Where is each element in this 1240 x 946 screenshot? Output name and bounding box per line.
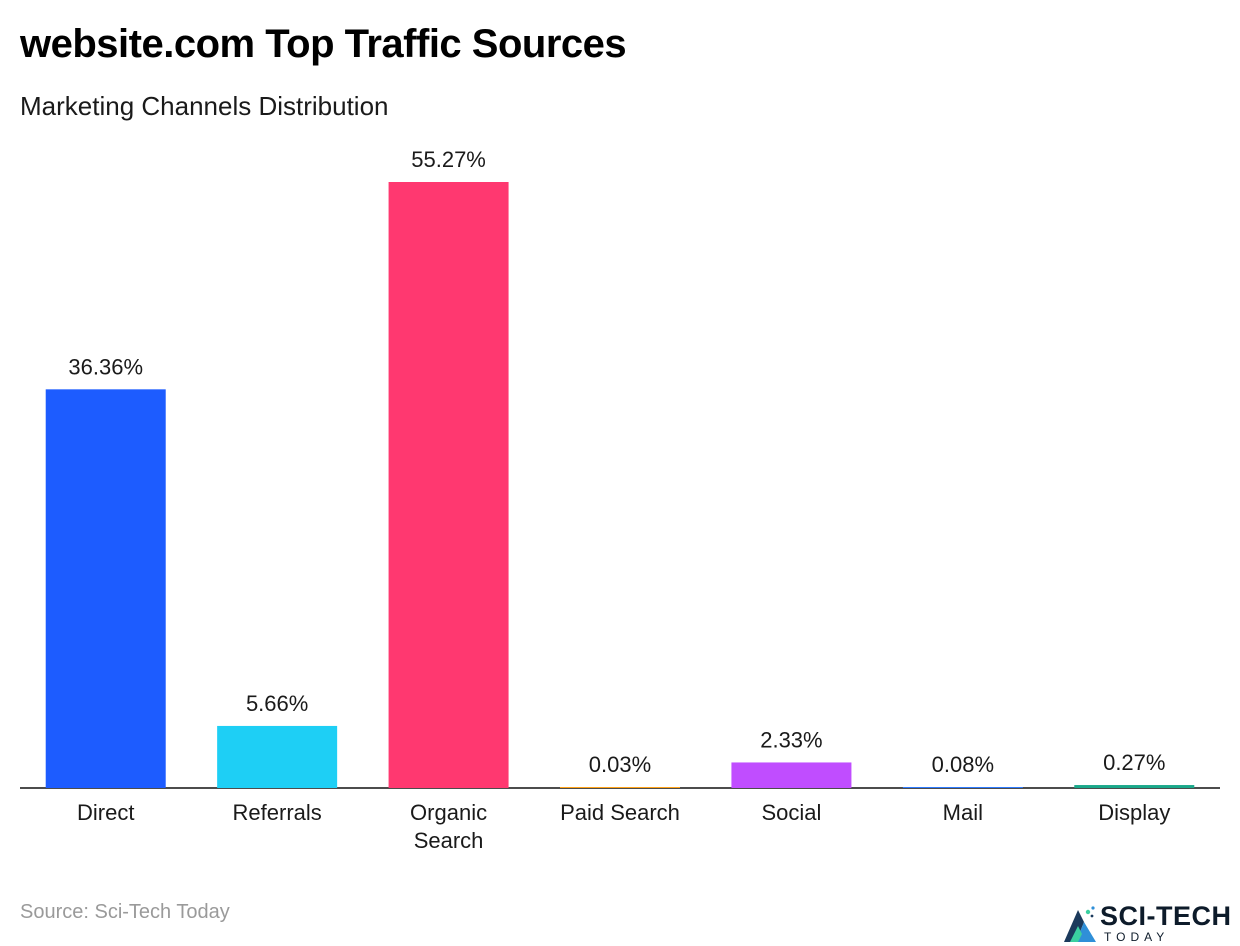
value-label-organic-search: 55.27%	[411, 147, 486, 172]
bar-paid-search	[560, 787, 680, 788]
bar-direct	[45, 389, 166, 788]
logo-mark-icon	[1064, 906, 1096, 942]
sci-tech-logo: SCI-TECH TODAY	[1062, 902, 1238, 944]
bar-referrals	[217, 725, 338, 788]
category-label-paid-search: Paid Search	[560, 800, 680, 825]
bar-mail	[902, 787, 1023, 788]
category-label-organic-search: Organic Search	[410, 800, 487, 853]
logo-line2: TODAY	[1104, 930, 1170, 944]
value-label-referrals: 5.66%	[246, 691, 308, 716]
category-label-mail: Mail	[943, 800, 983, 825]
chart-title: website.com Top Traffic Sources	[20, 22, 627, 66]
category-label-referrals: Referrals	[233, 800, 322, 825]
bar-chart: 36.36% Direct 5.66% Referrals 55.27% Organic S…	[20, 147, 1220, 853]
value-label-paid-search: 0.03%	[589, 752, 651, 777]
value-label-social: 2.33%	[760, 727, 822, 752]
value-label-display: 0.27%	[1103, 750, 1165, 775]
bars-layer: 36.36% Direct 5.66% Referrals 55.27% Organic S…	[45, 147, 1195, 853]
bar-display	[1074, 785, 1195, 788]
category-label-social: Social	[761, 800, 821, 825]
category-label-display: Display	[1098, 800, 1170, 825]
source-note: Source: Sci-Tech Today	[20, 901, 230, 923]
category-label-direct: Direct	[77, 800, 134, 825]
chart-subtitle: Marketing Channels Distribution	[20, 91, 389, 121]
value-label-mail: 0.08%	[932, 752, 994, 777]
bar-organic-search	[388, 182, 509, 788]
value-label-direct: 36.36%	[68, 354, 143, 379]
logo-line1: SCI-TECH	[1100, 901, 1232, 931]
bar-social	[731, 762, 852, 788]
